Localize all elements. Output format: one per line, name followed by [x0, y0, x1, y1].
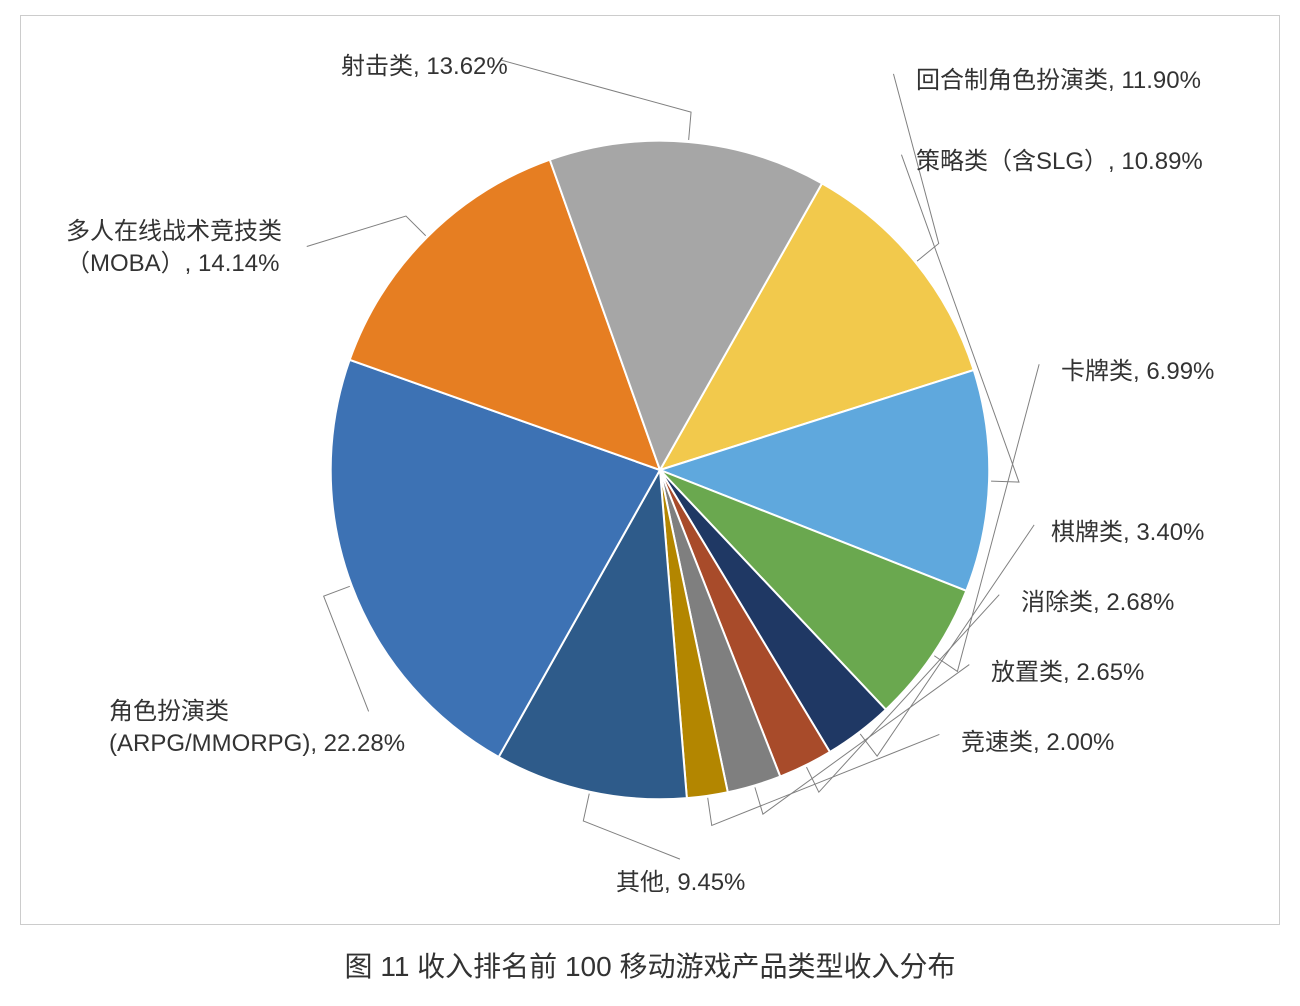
- leader-line: [500, 60, 691, 140]
- leader-line: [307, 216, 426, 246]
- slice-label: 其他, 9.45%: [616, 862, 745, 897]
- slice-label: 卡牌类, 6.99%: [1061, 351, 1214, 386]
- slice-label: 放置类, 2.65%: [991, 652, 1144, 687]
- chart-border: 回合制角色扮演类, 11.90% 策略类（含SLG）, 10.89% 卡牌类, 6.…: [20, 15, 1280, 925]
- slice-label: 消除类, 2.68%: [1021, 582, 1174, 617]
- leader-line: [583, 794, 680, 860]
- chart-caption: 图 11 收入排名前 100 移动游戏产品类型收入分布: [0, 945, 1300, 985]
- slice-label: 策略类（含SLG）, 10.89%: [916, 141, 1203, 176]
- slice-label: 竞速类, 2.00%: [961, 722, 1114, 757]
- slice-label: 棋牌类, 3.40%: [1051, 512, 1204, 547]
- slice-label: 多人在线战术竞技类（MOBA）, 14.14%: [66, 216, 282, 281]
- slice-label: 回合制角色扮演类, 11.90%: [916, 60, 1201, 95]
- slice-label: 射击类, 13.62%: [341, 46, 508, 81]
- slice-label: 角色扮演类(ARPG/MMORPG), 22.28%: [109, 696, 405, 761]
